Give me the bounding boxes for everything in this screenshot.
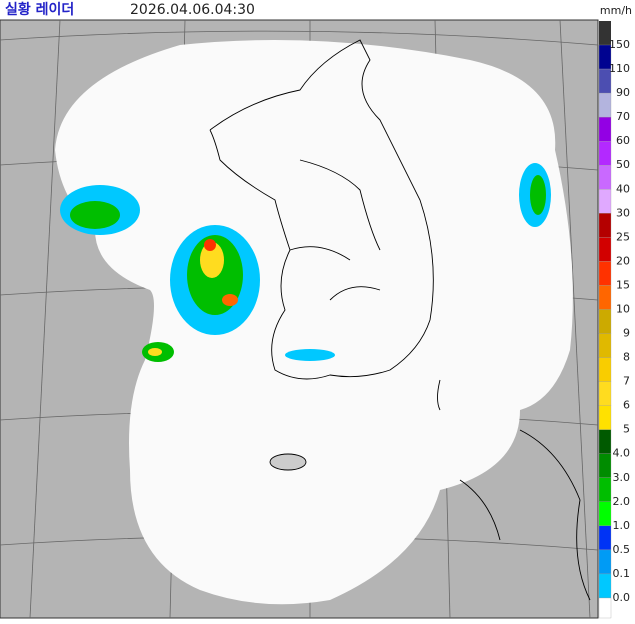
title: 실황 레이더 — [5, 1, 74, 18]
echo — [60, 163, 551, 362]
legend-swatch — [598, 261, 612, 286]
legend-label: 20 — [616, 254, 630, 267]
timestamp: 2026.04.06.04:30 — [130, 2, 255, 18]
legend-label: 3.0 — [613, 471, 631, 484]
legend-swatch — [598, 573, 612, 599]
legend-label: 30 — [616, 206, 630, 219]
legend-swatch — [598, 597, 612, 619]
legend-swatch — [598, 477, 612, 502]
legend-label: 70 — [616, 110, 630, 123]
legend-swatch — [598, 165, 612, 190]
legend-swatch — [598, 333, 612, 358]
legend-label: 1.0 — [613, 519, 631, 532]
legend-label: 110 — [609, 62, 630, 75]
legend-swatch — [598, 92, 612, 118]
legend-swatch — [598, 405, 612, 430]
legend-top — [599, 21, 611, 45]
unit: mm/h — [600, 4, 632, 17]
legend-swatch — [598, 357, 612, 382]
legend-label: 7 — [623, 375, 630, 388]
legend-swatch — [598, 453, 612, 478]
legend-label: 2.0 — [613, 495, 631, 508]
legend-label: 50 — [616, 158, 630, 171]
legend-swatch — [598, 141, 612, 166]
legend-label: 25 — [616, 230, 630, 243]
legend-label: 0.5 — [613, 543, 631, 556]
legend-swatch — [598, 189, 612, 214]
legend-label: 0.0 — [613, 591, 631, 604]
legend-label: 9 — [623, 327, 630, 340]
legend-swatch — [598, 213, 612, 238]
legend-swatch — [598, 429, 612, 454]
map — [0, 19, 599, 619]
legend-swatch — [598, 285, 612, 310]
legend-label: 5 — [623, 423, 630, 436]
legend-label: 15 — [616, 278, 630, 291]
legend-swatch — [598, 309, 612, 334]
legend-label: 150 — [609, 38, 630, 51]
legend-label: 90 — [616, 86, 630, 99]
legend-label: 60 — [616, 134, 630, 147]
legend-label: 6 — [623, 399, 630, 412]
legend-swatch — [598, 525, 612, 551]
legend-label: 4.0 — [613, 447, 631, 460]
legend-label: 0.1 — [613, 567, 631, 580]
legend-swatch — [598, 381, 612, 406]
legend-label: 10 — [616, 302, 630, 315]
legend-swatch — [598, 237, 612, 262]
legend-swatch — [598, 116, 612, 142]
legend-label: 8 — [623, 351, 630, 364]
legend-swatch — [598, 549, 612, 575]
legend-label: 40 — [616, 182, 630, 195]
legend-swatch — [598, 501, 612, 527]
